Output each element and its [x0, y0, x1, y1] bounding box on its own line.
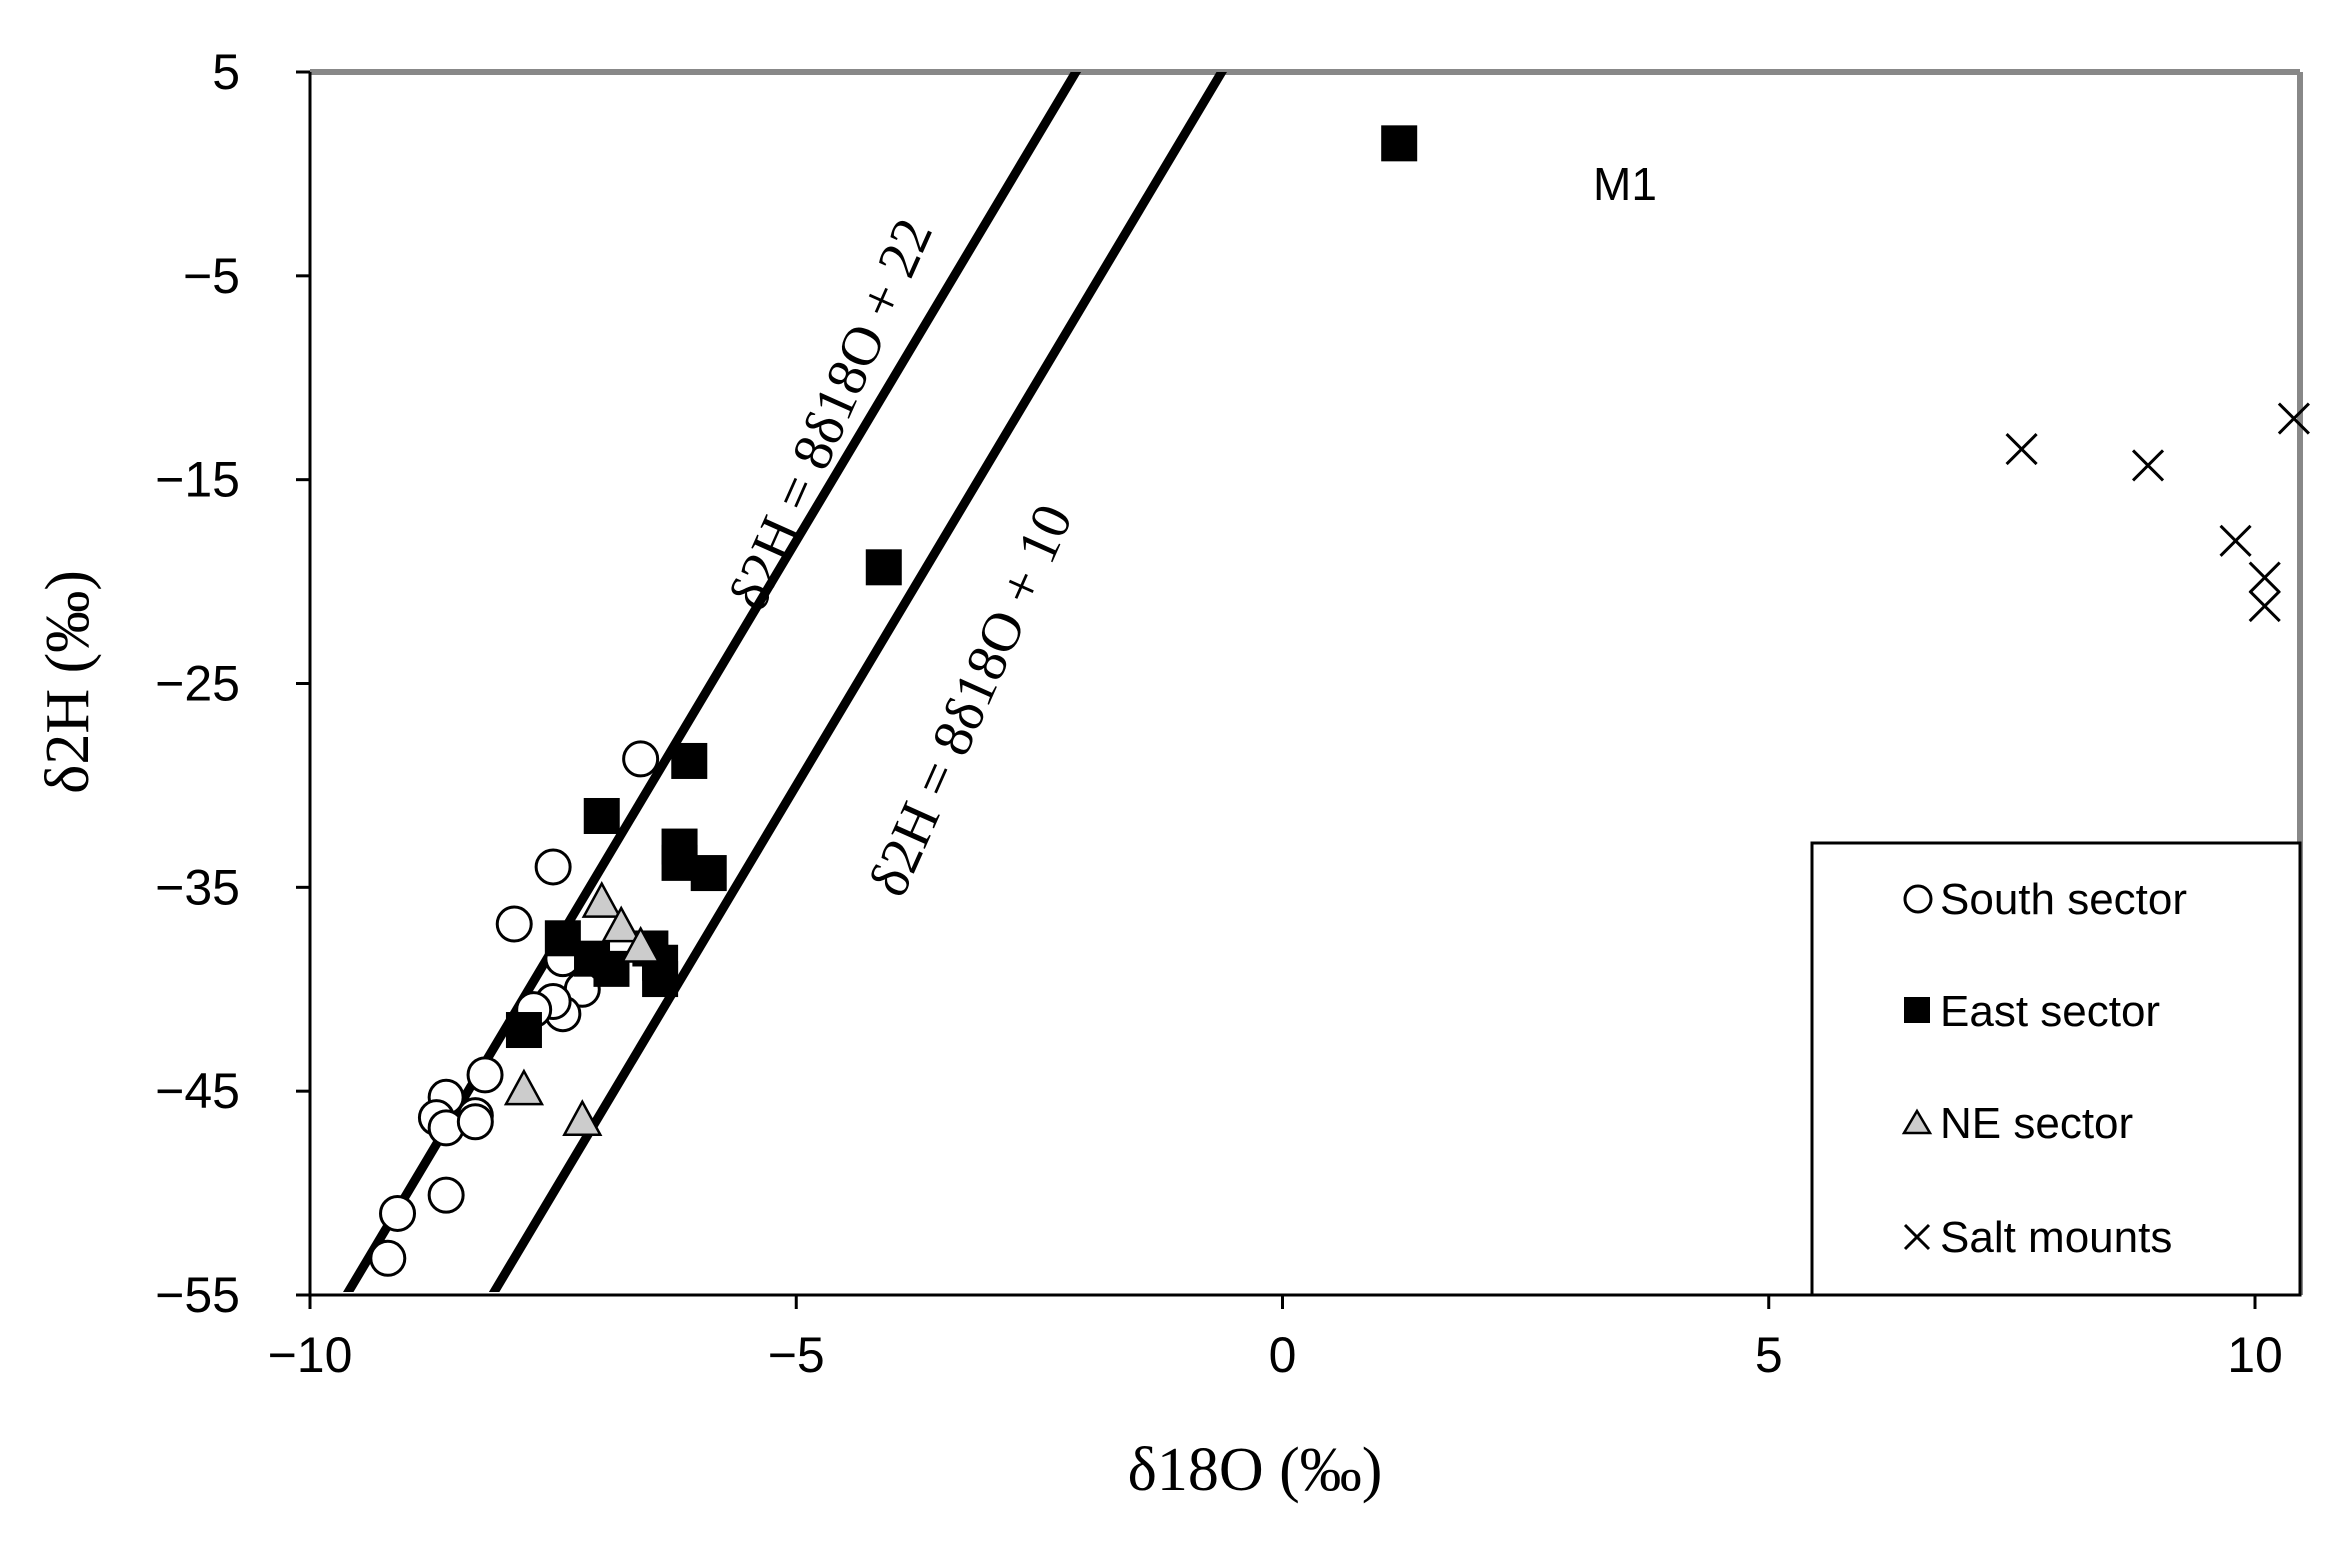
legend: South sector East sector NE sector Salt … [1810, 841, 2302, 1297]
point-square [671, 742, 708, 779]
point-circle [466, 1056, 504, 1094]
point-square [865, 549, 902, 586]
y-tick-label: 5 [212, 44, 240, 100]
y-axis-title: δ2H (‰) [34, 570, 102, 794]
x-tick-label: 10 [2227, 1327, 2283, 1383]
reference-lines [343, 72, 1227, 1292]
point-triangle [562, 1099, 603, 1136]
point-circle [369, 1239, 407, 1277]
reference-line-1 [343, 72, 1082, 1292]
legend-cross-icon [1903, 1223, 1931, 1251]
x-tick-label: −5 [768, 1327, 825, 1383]
axis-ticks: −10 −5 0 5 10 5 −5 −15 −25 −35 −45 −55 [155, 44, 2283, 1383]
series-south-sector [369, 740, 660, 1277]
y-tick-label: −5 [183, 248, 240, 304]
legend-circle-icon [1903, 884, 1933, 914]
point-circle [379, 1194, 417, 1232]
series-salt-mounts [2005, 402, 2310, 623]
annotation-m1: M1 [1593, 158, 1657, 210]
point-square [690, 855, 727, 892]
point-cross [2277, 402, 2310, 435]
y-tick-label: −15 [155, 452, 240, 508]
point-circle [456, 1103, 494, 1141]
point-circle [495, 905, 533, 943]
legend-label-east: East sector [1940, 987, 2160, 1036]
point-circle [534, 848, 572, 886]
legend-label-salt: Salt mounts [1940, 1213, 2172, 1262]
legend-box [1810, 841, 2302, 1297]
point-cross [2219, 524, 2252, 557]
point-triangle [601, 905, 642, 943]
x-tick-label: −10 [268, 1327, 353, 1383]
data-points [369, 125, 2310, 1277]
legend-label-ne: NE sector [1940, 1099, 2133, 1148]
series-ne-sector [503, 881, 661, 1136]
point-triangle [503, 1068, 545, 1106]
point-cross [2005, 433, 2038, 466]
point-cross [2248, 561, 2281, 594]
x-tick-label: 5 [1755, 1327, 1783, 1383]
point-square [642, 961, 679, 998]
point-square [583, 797, 620, 834]
point-triangle [581, 881, 622, 918]
point-square [505, 1012, 542, 1049]
legend-square-icon [1904, 997, 1930, 1023]
y-tick-label: −25 [155, 656, 240, 712]
x-axis-title: δ18O (‰) [1128, 1436, 1383, 1504]
x-tick-label: 0 [1269, 1327, 1297, 1383]
point-cross [2248, 589, 2281, 623]
series-east-sector [505, 125, 1418, 1049]
y-tick-label: −55 [155, 1267, 240, 1323]
y-tick-label: −35 [155, 859, 240, 915]
point-circle [622, 740, 660, 778]
point-cross [2131, 449, 2165, 482]
reference-line-2 [488, 72, 1227, 1292]
point-circle [427, 1176, 465, 1214]
legend-triangle-icon [1901, 1108, 1933, 1135]
point-square [593, 950, 630, 987]
y-tick-label: −45 [155, 1063, 240, 1119]
point-square [1381, 125, 1418, 162]
point-triangle [620, 925, 661, 963]
legend-label-south: South sector [1940, 875, 2187, 924]
